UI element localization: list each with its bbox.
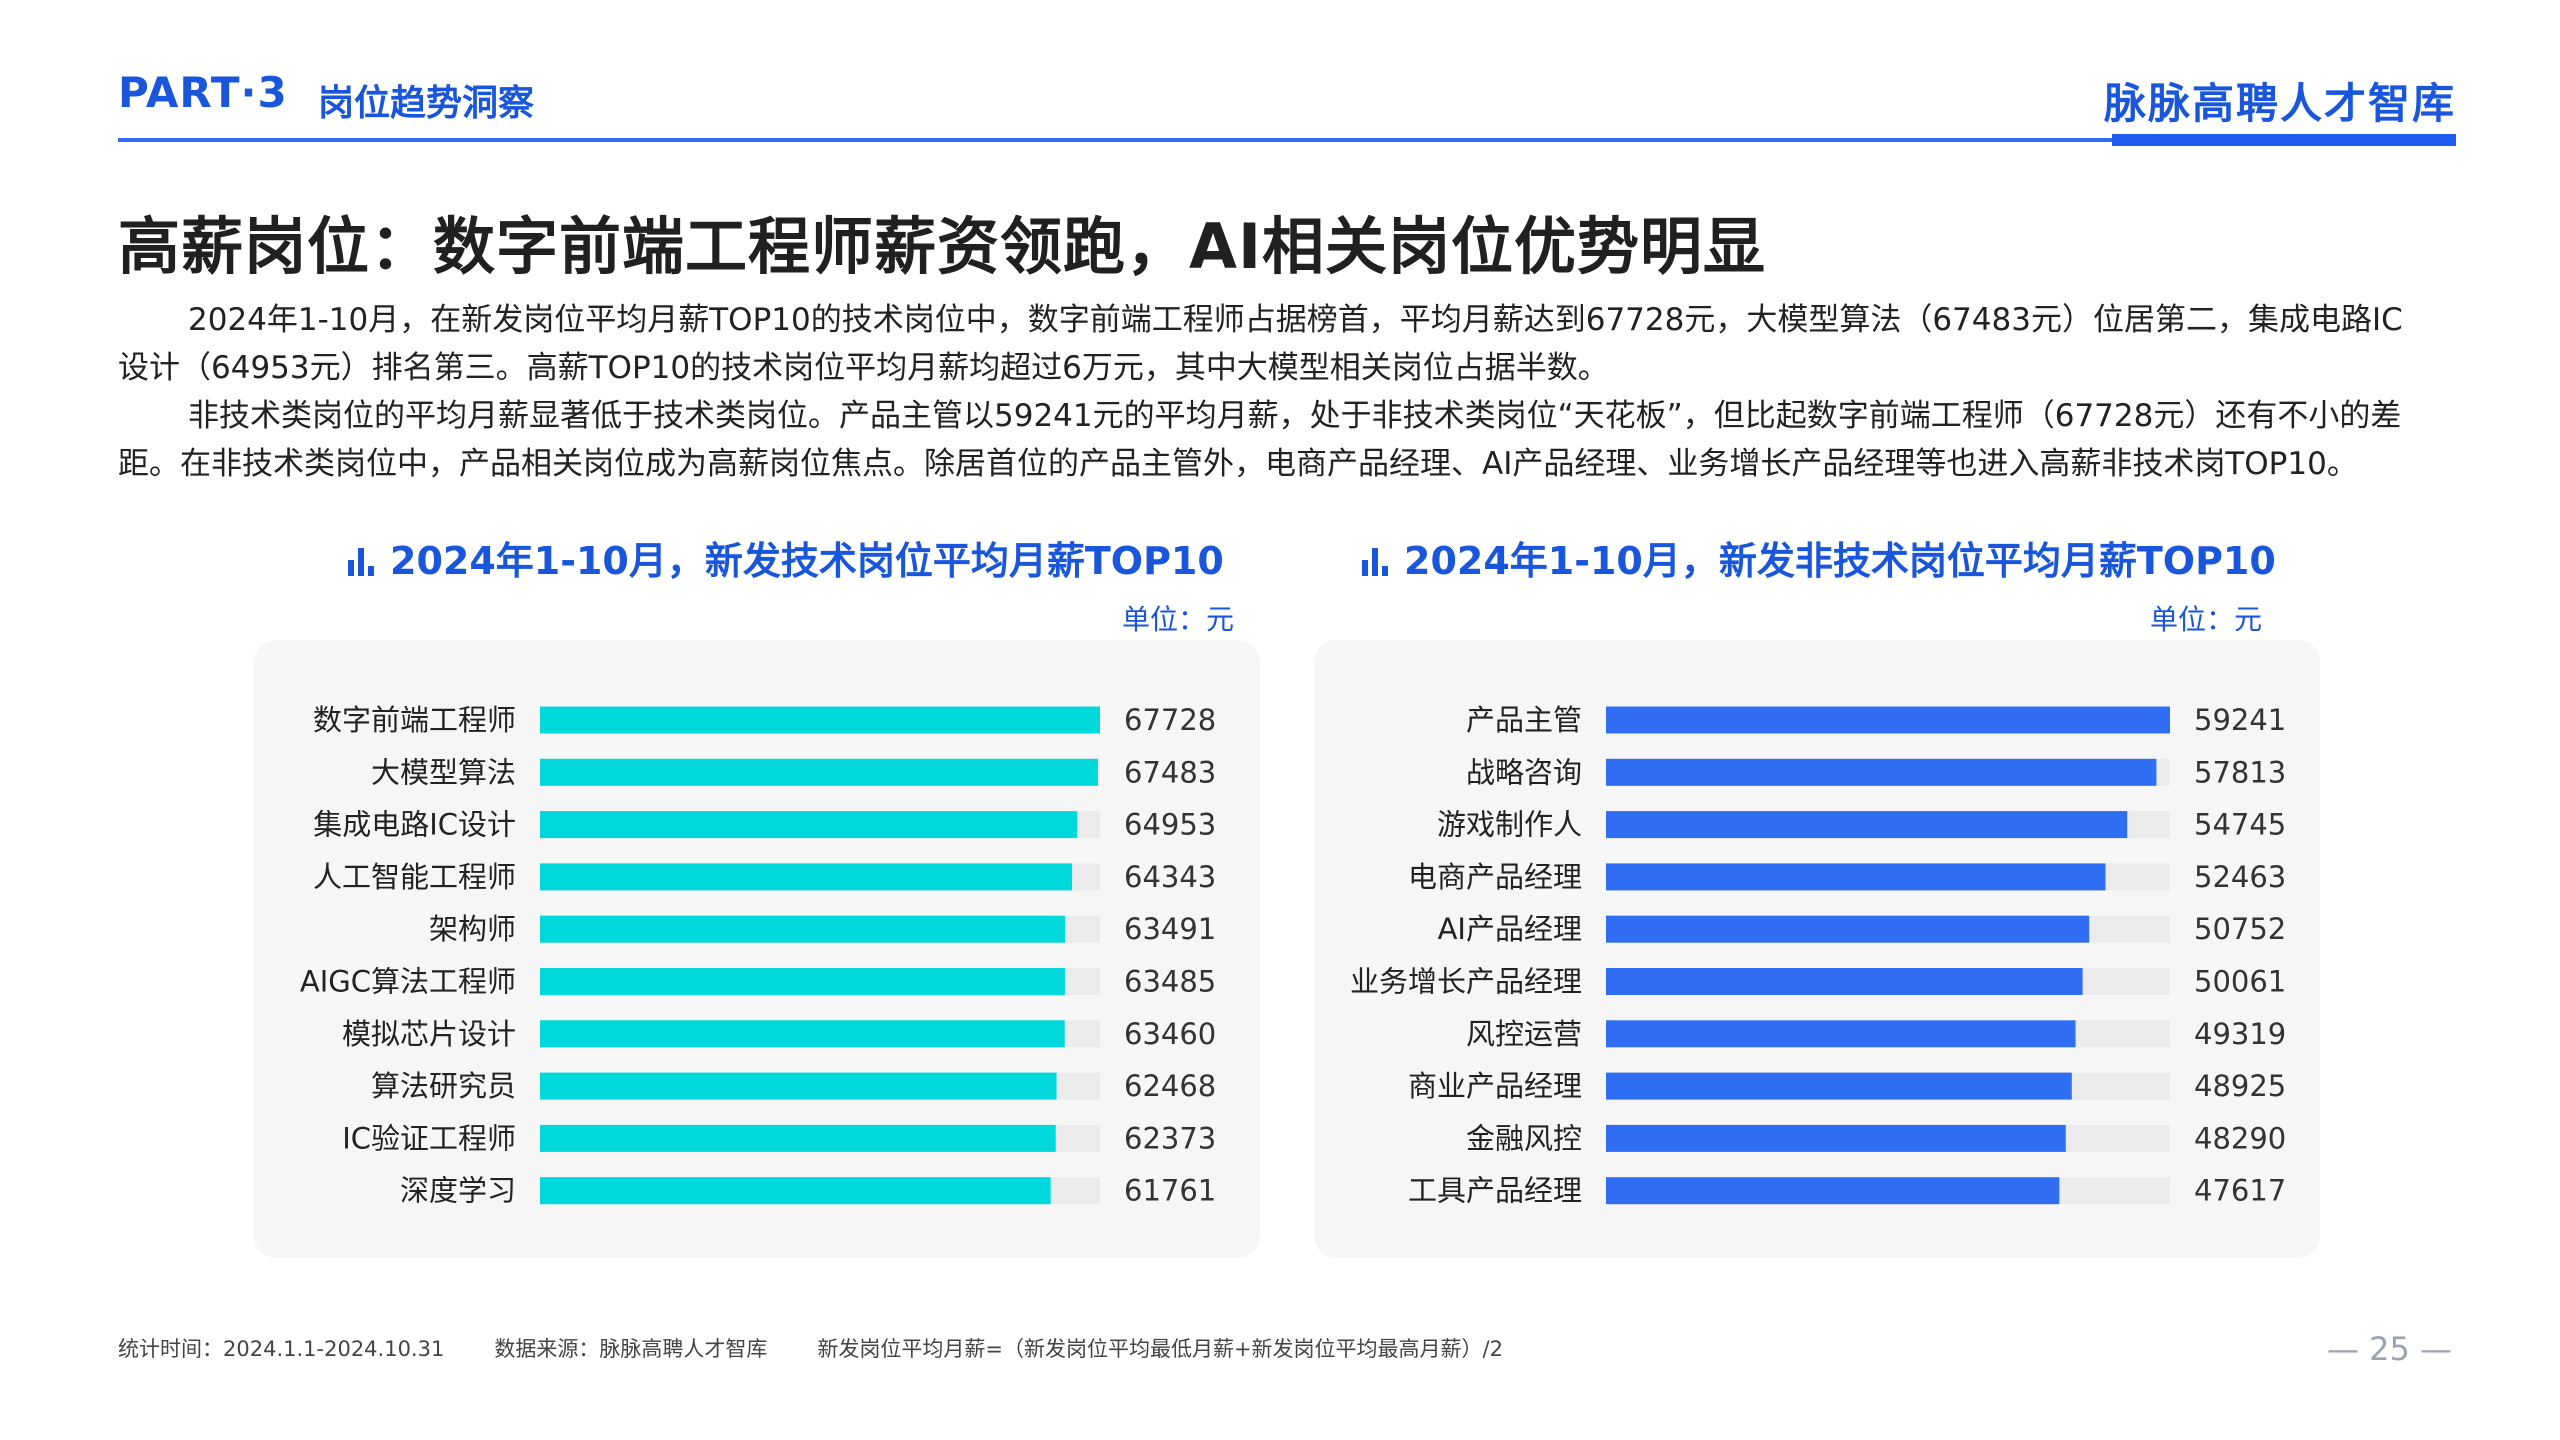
chart-2-svg: 产品主管 59241 战略咨询 57813 游戏制作人 54745 电商产品经理 52463 A… [1350,703,2286,1208]
value-label: 63491 [1124,912,1216,946]
category-label: 模拟芯片设计 [342,1017,516,1051]
bar [1606,758,2157,786]
bar [540,706,1100,734]
footer-period: 统计时间：2024.1.1-2024.10.31 [118,1337,445,1361]
bar [1606,706,2170,734]
category-label: 工具产品经理 [1408,1174,1582,1208]
value-label: 61761 [1124,1174,1216,1208]
chart-1-panel: 数字前端工程师 67728 大模型算法 67483 集成电路IC设计 64953 人工智能工… [254,640,1260,1258]
chart-2-title-text: 2024年1-10月，新发非技术岗位平均月薪TOP10 [1404,539,2276,583]
value-label: 49319 [2194,1017,2286,1051]
bar [540,811,1078,839]
section-title: 岗位趋势洞察 [318,83,535,124]
value-label: 64953 [1124,808,1216,842]
bar [1606,1072,2072,1100]
value-label: 52463 [2194,860,2286,894]
value-label: 48290 [2194,1121,2286,1155]
chart-2-unit: 单位：元 [2150,603,2263,636]
bar [540,1020,1065,1048]
category-label: 电商产品经理 [1408,860,1582,894]
bar [540,915,1065,943]
category-label: 人工智能工程师 [313,860,516,894]
bar [540,1072,1057,1100]
bar [1606,968,2083,995]
value-label: 67483 [1124,755,1216,789]
value-label: 57813 [2194,755,2286,789]
category-label: 业务增长产品经理 [1350,965,1582,999]
value-label: 63485 [1124,965,1216,999]
header-divider-accent [2112,134,2456,146]
category-label: IC验证工程师 [342,1121,516,1155]
category-label: 金融风控 [1466,1121,1582,1155]
header-divider [118,138,2456,142]
bar [1606,1177,2060,1205]
value-label: 62373 [1124,1121,1216,1155]
value-label: 50752 [2194,912,2286,946]
bar-chart-icon [1362,546,1390,576]
value-label: 64343 [1124,860,1216,894]
category-label: 数字前端工程师 [313,703,516,737]
paragraph-1: 2024年1-10月，在新发岗位平均月薪TOP10的技术岗位中，数字前端工程师占… [118,296,2418,392]
category-label: AI产品经理 [1438,912,1582,946]
value-label: 48925 [2194,1069,2286,1103]
brand-name: 脉脉高聘人才智库 [2103,79,2456,128]
value-label: 47617 [2194,1174,2286,1208]
paragraph-2: 非技术类岗位的平均月薪显著低于技术类岗位。产品主管以59241元的平均月薪，处于… [118,392,2418,488]
value-label: 54745 [2194,808,2286,842]
chart-1-svg: 数字前端工程师 67728 大模型算法 67483 集成电路IC设计 64953 人工智能工… [300,703,1216,1208]
bar [1606,1124,2066,1152]
value-label: 50061 [2194,965,2286,999]
bar [540,1177,1051,1205]
category-label: 深度学习 [400,1174,516,1208]
chart-1-title-text: 2024年1-10月，新发技术岗位平均月薪TOP10 [390,539,1224,583]
category-label: 架构师 [429,912,516,946]
value-label: 63460 [1124,1017,1216,1051]
value-label: 67728 [1124,703,1216,737]
chart-1-title: 2024年1-10月，新发技术岗位平均月薪TOP10 [348,530,1224,585]
bar [1606,811,2128,839]
value-label: 62468 [1124,1069,1216,1103]
chart-1-unit: 单位：元 [1122,603,1235,636]
bar [540,1124,1056,1152]
bar [1606,863,2106,891]
bar [540,968,1065,995]
paragraph-1-text: 2024年1-10月，在新发岗位平均月薪TOP10的技术岗位中，数字前端工程师占… [118,302,2403,386]
part-label: PART·3 [118,68,288,117]
page-headline: 高薪岗位：数字前端工程师薪资领跑，AI相关岗位优势明显 [118,210,1767,283]
page-number: — 25 — [2326,1330,2452,1368]
chart-2-title: 2024年1-10月，新发非技术岗位平均月薪TOP10 [1362,530,2276,585]
value-label: 59241 [2194,703,2286,737]
bar [1606,1020,2076,1048]
bar [540,758,1098,786]
category-label: AIGC算法工程师 [300,965,516,999]
footer-notes: 统计时间：2024.1.1-2024.10.31 数据来源：脉脉高聘人才智库 新发岗… [118,1333,1553,1363]
footer-formula: 新发岗位平均月薪=（新发岗位平均最低月薪+新发岗位平均最高月薪）/2 [817,1337,1503,1361]
category-label: 集成电路IC设计 [313,808,516,842]
category-label: 战略咨询 [1466,755,1582,789]
footer-source: 数据来源：脉脉高聘人才智库 [494,1337,768,1361]
chart-2-panel: 产品主管 59241 战略咨询 57813 游戏制作人 54745 电商产品经理 52463 A… [1314,640,2320,1258]
category-label: 产品主管 [1466,703,1582,737]
category-label: 游戏制作人 [1437,808,1582,842]
category-label: 风控运营 [1466,1017,1582,1051]
bar [1606,915,2090,943]
bar [540,863,1073,891]
bar-chart-icon [348,546,376,576]
category-label: 大模型算法 [371,755,516,789]
category-label: 商业产品经理 [1408,1069,1582,1103]
paragraph-2-text: 非技术类岗位的平均月薪显著低于技术类岗位。产品主管以59241元的平均月薪，处于… [118,398,2402,482]
category-label: 算法研究员 [371,1069,516,1103]
